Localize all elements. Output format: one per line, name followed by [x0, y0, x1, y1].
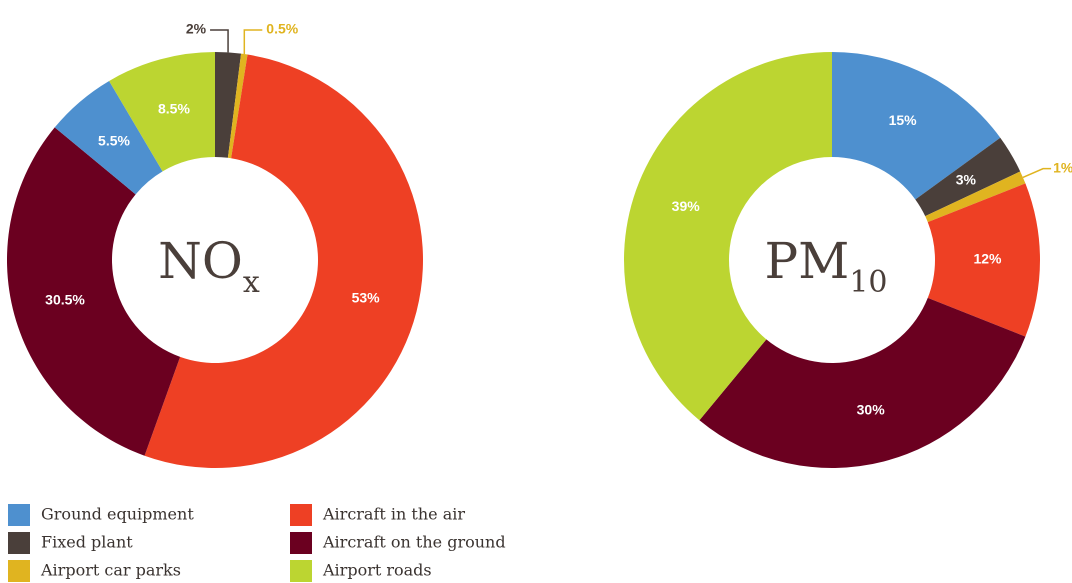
- legend-swatch: [8, 504, 30, 526]
- legend-label: Airport car parks: [40, 561, 181, 580]
- leader-line: [210, 29, 229, 53]
- slice: [832, 52, 1001, 200]
- slice: [109, 52, 215, 172]
- legend-label: Aircraft on the ground: [322, 533, 506, 552]
- value-label: 3%: [956, 172, 977, 188]
- legend-label: Aircraft in the air: [322, 505, 465, 524]
- legend-label: Fixed plant: [41, 533, 133, 552]
- slice: [624, 52, 832, 421]
- legend-swatch: [8, 560, 30, 582]
- center-title-subscript: x: [243, 265, 260, 300]
- slice: [144, 54, 424, 469]
- slice: [925, 171, 1026, 223]
- leader-line: [243, 29, 263, 55]
- value-label: 5.5%: [98, 132, 130, 148]
- value-label: 0.5%: [266, 21, 298, 37]
- center-title-main: PM: [764, 232, 849, 290]
- leader-line: [1022, 167, 1052, 179]
- legend-label: Ground equipment: [41, 505, 194, 524]
- center-title-main: NO: [158, 232, 243, 290]
- slice: [54, 80, 163, 195]
- slice: [699, 297, 1026, 468]
- slice: [927, 183, 1041, 337]
- slice: [6, 127, 181, 456]
- legend-swatch: [290, 532, 312, 554]
- value-label: 2%: [186, 21, 207, 37]
- legend-swatch: [290, 560, 312, 582]
- value-label: 30.5%: [45, 292, 85, 308]
- value-label: 8.5%: [158, 101, 190, 117]
- legend-swatch: [8, 532, 30, 554]
- slice: [215, 52, 242, 158]
- slice: [915, 137, 1021, 217]
- value-label: 39%: [672, 198, 701, 214]
- value-label: 15%: [889, 112, 918, 128]
- value-label: 30%: [857, 401, 886, 417]
- legend-label: Airport roads: [322, 561, 432, 580]
- legend-swatch: [290, 504, 312, 526]
- center-title-subscript: 10: [849, 265, 887, 300]
- value-label: 12%: [973, 251, 1002, 267]
- center-title: PM10: [764, 232, 887, 300]
- center-title: NOx: [158, 232, 260, 300]
- value-label: 53%: [352, 289, 381, 305]
- value-label: 1%: [1053, 159, 1072, 175]
- slice: [227, 53, 248, 159]
